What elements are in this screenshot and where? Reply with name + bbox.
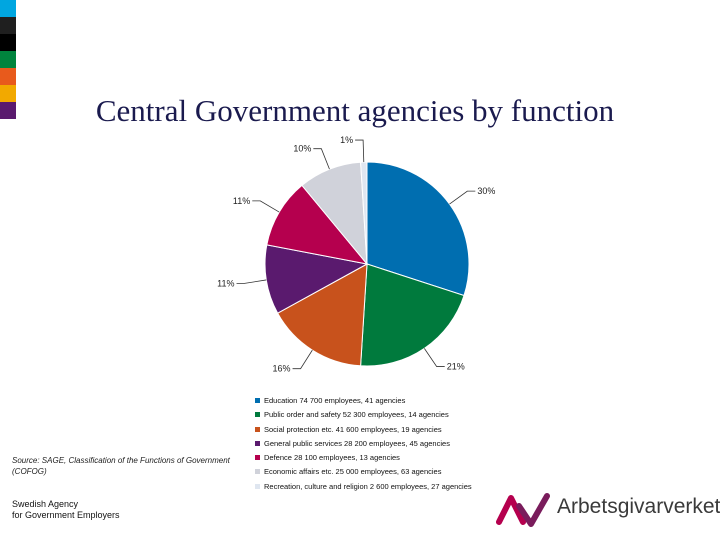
- pie-percent-label: 1%: [340, 135, 353, 145]
- legend-swatch: [255, 412, 260, 418]
- logo-text: Arbetsgivarverket: [557, 495, 720, 518]
- legend-swatch: [255, 426, 260, 432]
- agency-name-line1: Swedish Agency: [12, 499, 79, 509]
- arbetsgivarverket-logo: Arbetsgivarverket: [495, 490, 720, 530]
- leader-line: [292, 349, 313, 370]
- legend-label: Education 74 700 employees, 41 agencies: [264, 396, 406, 405]
- legend-swatch: [255, 469, 260, 475]
- pie-percent-label: 30%: [477, 186, 495, 196]
- pie-slice: [264, 244, 369, 314]
- strip-block: [0, 0, 16, 17]
- strip-block: [0, 51, 16, 68]
- legend-swatch: [255, 398, 260, 403]
- legend-label: Defence 28 100 employees, 13 agencies: [264, 453, 400, 463]
- legend-item: Social protection etc. 41 600 employees,…: [255, 423, 515, 437]
- leader-line: [424, 348, 445, 367]
- agency-name-line2: for Government Employers: [12, 510, 120, 520]
- pie-slice: [366, 161, 470, 297]
- pie-percent-label: 16%: [273, 364, 291, 374]
- legend-label: Social protection etc. 41 600 employees,…: [264, 424, 442, 434]
- legend-item: General public services 28 200 employees…: [255, 437, 515, 451]
- chart-legend: Education 74 700 employees, 41 agencies P…: [255, 394, 515, 494]
- slide-title: Central Government agencies by function: [95, 93, 615, 128]
- legend-item: Education 74 700 employees, 41 agencies: [255, 394, 515, 408]
- strip-block: [0, 102, 16, 119]
- legend-item: Defence 28 100 employees, 13 agencies: [255, 451, 515, 465]
- legend-swatch: [255, 455, 260, 461]
- pie-percent-label: 11%: [233, 196, 250, 206]
- legend-label: General public services 28 200 employees…: [264, 438, 450, 448]
- legend-item: Economic affairs etc. 25 000 employees, …: [255, 465, 515, 479]
- leader-line: [313, 148, 330, 170]
- legend-item: Public order and safety 52 300 employees…: [255, 408, 515, 422]
- logo-mark-icon: [496, 493, 550, 527]
- leader-line: [252, 200, 280, 213]
- strip-block: [0, 17, 16, 34]
- source-note: Source: SAGE, Classification of the Func…: [12, 456, 230, 476]
- pie-percent-label: 11%: [217, 278, 234, 288]
- legend-label: Public order and safety 52 300 employees…: [264, 410, 449, 420]
- legend-swatch: [255, 483, 260, 489]
- pie-percent-label: 21%: [447, 362, 465, 372]
- legend-swatch: [255, 440, 260, 446]
- pie-slice: [266, 184, 369, 265]
- agency-name: Swedish Agency for Government Employers: [12, 499, 212, 521]
- legend-label: Recreation, culture and religion 2 600 e…: [264, 481, 472, 491]
- leader-line: [355, 139, 365, 163]
- strip-block: [0, 85, 16, 102]
- legend-label: Economic affairs etc. 25 000 employees, …: [264, 467, 442, 477]
- leader-line: [236, 279, 267, 284]
- legend-item: Recreation, culture and religion 2 600 e…: [255, 480, 515, 494]
- leader-line: [449, 190, 476, 205]
- pie-slice: [276, 263, 368, 367]
- strip-block: [0, 34, 16, 51]
- color-strip: [0, 0, 16, 120]
- strip-block: [0, 68, 16, 85]
- pie-percent-label: 10%: [293, 144, 311, 154]
